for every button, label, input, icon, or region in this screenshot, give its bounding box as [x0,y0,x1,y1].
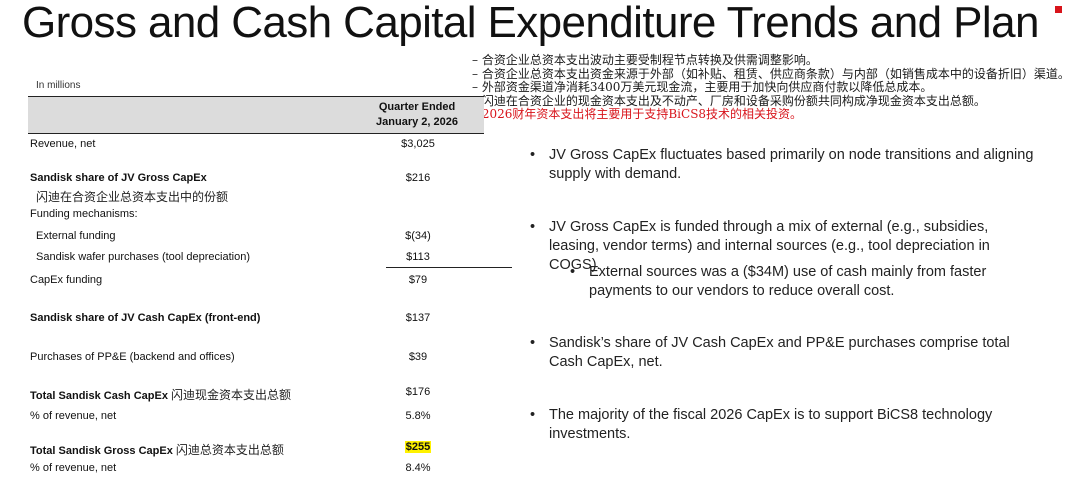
row-label: CapEx funding [30,274,103,286]
row-label: % of revenue, net [30,462,117,474]
cn-note: – 外部资金渠道净消耗3400万美元现金流，主要用于加快向供应商付款以降低总成本… [472,80,933,94]
row-value: $113 [406,251,430,263]
bullet-dot-icon: • [530,219,536,235]
column-header: Quarter Ended January 2, 2026 [376,100,458,130]
bullet-text: Sandisk’s share of JV Cash CapEx and PP&… [549,335,1010,370]
row-label-chinese: 闪迪总资本支出总额 [175,443,284,457]
column-header-line: January 2, 2026 [376,116,458,128]
row-value: $79 [408,274,428,286]
bullet-dot-icon: • [530,147,536,163]
row-label: Funding mechanisms: [30,208,138,220]
row-label: Sandisk wafer purchases (tool depreciati… [36,251,251,263]
bullet-dot-icon: • [530,335,536,351]
row-label: Total Sandisk Gross CapEx [30,445,173,457]
row-value: $(34) [405,230,431,242]
chinese-annotations: – 合资企业总资本支出波动主要受制程节点转换及供需调整影响。 – 合资企业总资本… [472,53,1072,122]
bullet-text: JV Gross CapEx is funded through a mix o… [549,219,990,273]
row-value: $216 [405,172,431,184]
row-label: Purchases of PP&E (backend and offices) [30,351,235,363]
bullet-dot-icon: • [570,264,576,280]
bullet-item: • JV Gross CapEx is funded through a mix… [530,218,1040,275]
bullet-dot-icon: • [530,407,536,423]
row-label-chinese: 闪迪现金资本支出总额 [171,388,292,402]
corner-marker [1055,6,1062,13]
row-label: Total Sandisk Cash CapEx [30,390,168,402]
row-value: $3,025 [401,138,435,150]
table-header: Quarter Ended January 2, 2026 [28,96,484,134]
bullet-text: External sources was a ($34M) use of cas… [589,264,987,299]
row-value: $39 [408,351,428,363]
cn-note: – 合资企业总资本支出资金来源于外部（如补贴、租赁、供应商条款）与内部（如销售成… [472,66,1070,81]
row-label: Sandisk share of JV Cash CapEx (front-en… [30,312,261,324]
cn-note-highlighted: – 2026财年资本支出将主要用于支持BiCS8技术的相关投资。 [472,107,803,121]
highlighted-value: $255 [404,441,432,453]
bullet-item: • The majority of the fiscal 2026 CapEx … [530,406,1040,444]
bullet-text: The majority of the fiscal 2026 CapEx is… [549,407,993,442]
subtotal-rule [386,267,512,268]
row-value: 5.8% [405,410,431,422]
capex-table: Quarter Ended January 2, 2026 Revenue, n… [28,96,512,474]
row-label: Sandisk share of JV Gross CapEx [30,172,207,184]
row-label: External funding [36,230,116,242]
row-label: % of revenue, net [30,410,117,422]
bullet-item: • Sandisk’s share of JV Cash CapEx and P… [530,334,1040,372]
row-value: $176 [405,386,431,398]
cn-note: – 合资企业总资本支出波动主要受制程节点转换及供需调整影响。 [472,53,818,67]
row-value: 8.4% [405,462,431,474]
units-label: In millions [36,80,81,91]
row-value: $137 [405,312,431,324]
page-title: Gross and Cash Capital Expenditure Trend… [22,0,1039,47]
column-header-line: Quarter Ended [378,101,456,113]
cn-note: – 闪迪在合资企业的现金资本支出及不动产、厂房和设备采购份额共同构成净现金资本支… [472,93,986,108]
bullet-item: • JV Gross CapEx fluctuates based primar… [530,146,1040,184]
sub-bullet-item: • External sources was a ($34M) use of c… [570,263,1040,301]
bullet-text: JV Gross CapEx fluctuates based primaril… [549,147,1034,182]
row-label-chinese: 闪迪在合资企业总资本支出中的份额 [36,190,229,204]
row-label: Revenue, net [30,138,96,150]
